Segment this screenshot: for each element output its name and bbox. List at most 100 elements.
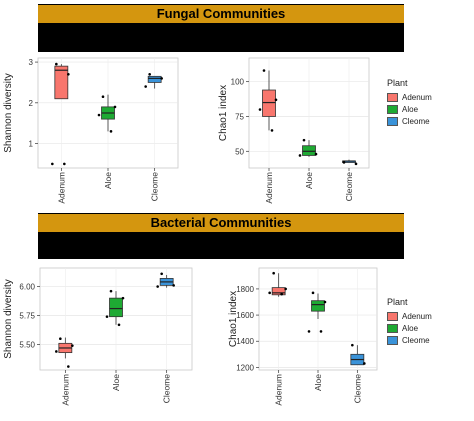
x-tick-label: Cleome [162,374,172,404]
box-aloe [109,297,123,318]
bacterial-chao1-chart: 1200 1400 1600 1800 Adenum Aloe Cleome Chao1 in… [228,267,378,406]
x-tick-label: Aloe [103,172,113,189]
bacterial-banner: Bacterial Communities [38,213,404,259]
data-point [71,344,74,347]
data-point [55,350,58,353]
y-tick-label: 5.50 [19,341,35,350]
legend-item-cleome: Cleome [387,115,432,127]
y-axis-label: Chao1 index [228,291,239,347]
x-tick-label: Adenum [60,374,70,406]
data-point [59,337,62,341]
data-point [105,315,109,318]
y-tick-label: 6.00 [19,283,35,292]
data-point [311,291,315,295]
legend-label: Aloe [402,323,419,333]
x-tick-label: Adenum [56,172,66,204]
data-point [101,95,105,99]
data-point [323,300,327,304]
y-tick-label: 2 [29,99,34,108]
y-tick-label: 75 [235,112,244,121]
legend-label: Adenum [402,92,432,102]
y-tick-label: 1400 [236,337,254,346]
data-point [258,108,262,111]
y-tick-label: 1200 [236,363,254,372]
x-tick-label: Cleome [344,172,354,202]
legend-fungal: Plant Adenum Aloe Cleome [387,78,432,127]
data-point [270,129,274,132]
data-point [51,162,54,166]
fungal-banner-title: Fungal Communities [38,4,404,24]
data-point [307,330,311,333]
data-point [144,85,147,88]
data-point [363,362,366,365]
legend-item-aloe: Aloe [387,103,432,115]
legend-title: Plant [387,78,408,88]
data-point [302,138,306,142]
data-point [268,291,271,295]
y-tick-label: 3 [29,58,34,67]
fungal-shannon-chart: 1 2 3 Adenum Aloe Cleome Shannon diversity [3,57,179,204]
data-point [280,292,283,296]
data-point [314,152,318,156]
data-point [63,162,66,166]
data-point [274,98,278,102]
legend-item-adenum: Adenum [387,310,432,322]
fungal-chao1-chart: 50 75 100 Adenum Aloe Cleome Chao1 index [218,57,370,204]
data-point [121,296,125,300]
data-point [354,162,358,166]
x-tick-label: Aloe [304,172,314,189]
data-point [272,271,275,275]
legend-label: Cleome [402,335,430,345]
data-point [284,287,287,291]
data-point [109,130,113,133]
y-tick-label: 1 [29,140,34,149]
legend-item-cleome: Cleome [387,334,432,346]
data-point [342,161,346,164]
data-point [55,62,58,66]
box-cleome [147,75,162,83]
data-point [67,365,70,368]
data-point [113,105,117,109]
data-point [117,323,121,327]
y-tick-label: 1800 [236,285,254,294]
x-tick-label: Aloe [313,374,323,391]
legend-swatch-adenum [387,92,398,102]
legend-item-aloe: Aloe [387,322,432,334]
data-point [262,69,266,72]
data-point [298,154,302,157]
legend-title: Plant [387,297,408,307]
data-point [109,289,113,293]
fungal-banner: Fungal Communities [38,4,404,52]
x-tick-label: Aloe [111,374,121,391]
legend-swatch-aloe [387,323,398,333]
data-point [160,272,163,276]
data-point [148,72,151,76]
y-axis-label: Chao1 index [218,85,229,141]
bacterial-shannon-chart: 5.50 5.75 6.00 Adenum Aloe Cleome Shannon dive… [3,267,193,406]
data-point [319,330,323,333]
legend-swatch-cleome [387,335,398,345]
legend-swatch-adenum [387,311,398,321]
data-point [67,72,70,76]
data-point [351,343,354,347]
legend-item-adenum: Adenum [387,91,432,103]
box-aloe [302,145,316,156]
x-tick-label: Cleome [150,172,160,202]
x-tick-label: Adenum [274,374,284,406]
y-tick-label: 1600 [236,311,254,320]
y-tick-label: 50 [235,147,244,156]
legend-label: Aloe [402,104,419,114]
y-axis-label: Shannon diversity [3,73,14,153]
y-axis-label: Shannon diversity [3,279,14,359]
box-adenum [54,65,69,100]
y-tick-label: 5.75 [19,312,35,321]
data-point [156,285,159,288]
y-tick-label: 100 [231,78,245,87]
x-tick-label: Adenum [264,172,274,204]
legend-swatch-aloe [387,104,398,114]
box-adenum [262,89,276,117]
legend-bacterial: Plant Adenum Aloe Cleome [387,297,432,346]
data-point [160,77,163,80]
data-point [97,113,101,117]
data-point [172,284,175,287]
